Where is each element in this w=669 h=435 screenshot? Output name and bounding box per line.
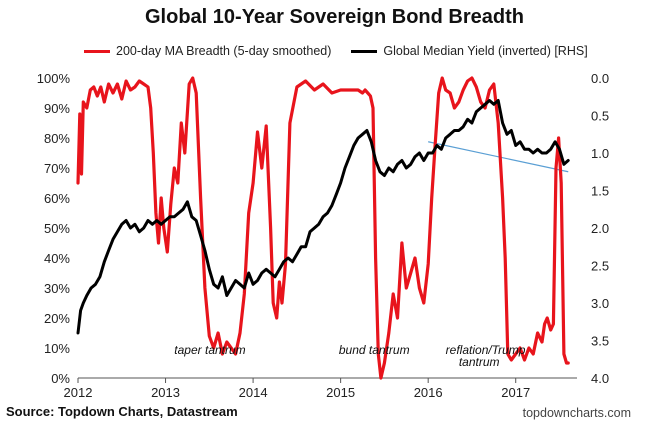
y-left-tick-label: 30% xyxy=(44,281,70,296)
annotation-label: reflation/Trump xyxy=(446,343,526,357)
trendline-group xyxy=(428,141,569,173)
chart-title: Global 10-Year Sovereign Bond Breadth xyxy=(145,6,524,28)
y-left-tick-label: 80% xyxy=(44,131,70,146)
website-label: topdowncharts.com xyxy=(522,406,631,420)
legend-item-yield: Global Median Yield (inverted) [RHS] xyxy=(351,44,588,58)
x-tick-label: 2017 xyxy=(501,385,530,400)
y-right-tick-label: 2.0 xyxy=(591,221,609,236)
y-right-tick-label: 0.0 xyxy=(591,71,609,86)
legend-swatch-black xyxy=(351,49,378,53)
legend-label-yield: Global Median Yield (inverted) [RHS] xyxy=(383,44,588,58)
x-tick-label: 2016 xyxy=(414,385,443,400)
y-right-tick-label: 0.5 xyxy=(591,109,609,124)
y-right-tick-label: 3.0 xyxy=(591,296,609,311)
y-right-tick-label: 4.0 xyxy=(591,371,609,386)
y-left-tick-label: 20% xyxy=(44,311,70,326)
y-left-tick-label: 40% xyxy=(44,251,70,266)
y-left-tick-label: 50% xyxy=(44,221,70,236)
y-left-tick-label: 70% xyxy=(44,161,70,176)
y-right-tick-label: 1.0 xyxy=(591,146,609,161)
legend-swatch-red xyxy=(84,49,110,53)
y-right-tick-label: 2.5 xyxy=(591,259,609,274)
x-tick-label: 2012 xyxy=(64,385,93,400)
y-right-tick-label: 3.5 xyxy=(591,334,609,349)
annotation-label: tantrum xyxy=(459,355,500,369)
y-left-tick-label: 90% xyxy=(44,101,70,116)
legend-item-breadth: 200-day MA Breadth (5-day smoothed) xyxy=(84,44,331,58)
x-tick-label: 2014 xyxy=(239,385,268,400)
source-note: Source: Topdown Charts, Datastream xyxy=(6,404,238,419)
y-left-tick-label: 10% xyxy=(44,341,70,356)
y-right-tick-label: 1.5 xyxy=(591,184,609,199)
trendline xyxy=(428,141,569,173)
legend-label-breadth: 200-day MA Breadth (5-day smoothed) xyxy=(116,44,332,58)
annotation-label: taper tantrum xyxy=(174,343,245,357)
axes-group xyxy=(77,377,577,383)
series-line-breadth xyxy=(76,76,570,380)
series-group xyxy=(76,76,570,380)
chart-legend: 200-day MA Breadth (5-day smoothed) Glob… xyxy=(84,42,608,60)
y-left-tick-label: 0% xyxy=(51,371,70,386)
y-left-tick-label: 100% xyxy=(37,71,71,86)
series-line-yield xyxy=(76,99,570,335)
y-left-tick-label: 60% xyxy=(44,191,70,206)
annotation-label: bund tantrum xyxy=(339,343,410,357)
x-tick-label: 2013 xyxy=(151,385,180,400)
x-tick-label: 2015 xyxy=(326,385,355,400)
labels-group: 2012 2013 2014 2015 2016 2017 0% 10% 20% 30% 40% 50… xyxy=(37,71,609,400)
